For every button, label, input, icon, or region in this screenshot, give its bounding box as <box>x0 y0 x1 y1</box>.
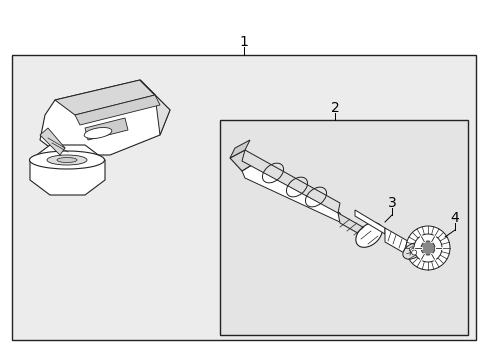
Polygon shape <box>40 80 170 155</box>
Polygon shape <box>337 213 369 240</box>
Text: 1: 1 <box>239 35 248 49</box>
Circle shape <box>411 250 416 255</box>
Ellipse shape <box>57 158 77 162</box>
Polygon shape <box>229 140 249 158</box>
Bar <box>12 55 475 340</box>
Circle shape <box>420 241 434 255</box>
Circle shape <box>405 226 449 270</box>
Polygon shape <box>354 210 384 234</box>
Ellipse shape <box>402 243 422 259</box>
Text: 3: 3 <box>387 196 396 210</box>
Polygon shape <box>242 150 339 213</box>
Polygon shape <box>229 150 254 171</box>
Polygon shape <box>55 80 155 115</box>
Polygon shape <box>85 118 128 140</box>
Circle shape <box>409 248 415 253</box>
Polygon shape <box>30 145 105 195</box>
Polygon shape <box>242 163 341 223</box>
Ellipse shape <box>355 223 382 247</box>
Circle shape <box>408 247 413 252</box>
Ellipse shape <box>47 155 87 165</box>
Text: 4: 4 <box>450 211 458 225</box>
Polygon shape <box>140 80 170 135</box>
Circle shape <box>413 234 441 262</box>
Polygon shape <box>40 128 65 155</box>
Polygon shape <box>384 228 412 258</box>
Text: 2: 2 <box>330 101 339 115</box>
Bar <box>220 120 467 335</box>
Ellipse shape <box>29 151 104 169</box>
Ellipse shape <box>84 127 112 139</box>
Polygon shape <box>75 95 160 125</box>
